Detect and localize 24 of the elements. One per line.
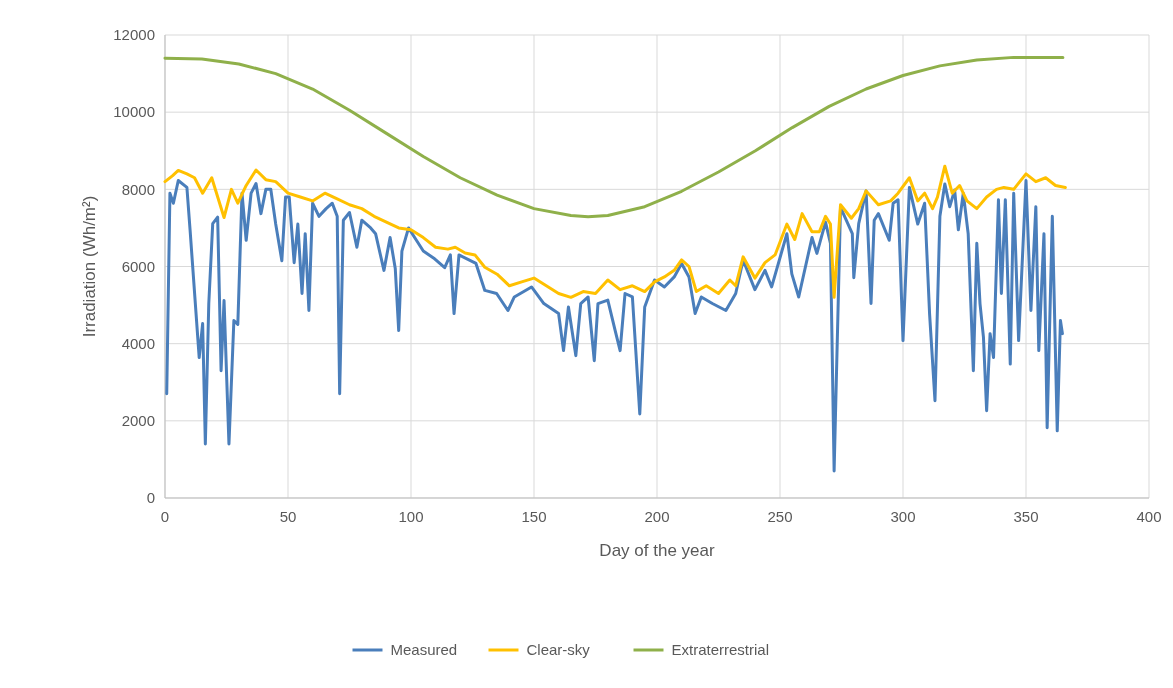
x-tick-label: 50 <box>279 508 297 525</box>
line-series <box>163 164 1067 299</box>
line-series <box>165 178 1064 473</box>
x-tick-label: 0 <box>160 508 170 525</box>
x-tick-label: 400 <box>1136 508 1162 525</box>
y-tick-label: 4000 <box>121 334 155 352</box>
legend-label: Extraterrestrial <box>671 641 770 659</box>
y-tick-label: 2000 <box>121 412 155 430</box>
x-tick-label: 250 <box>767 508 793 525</box>
y-tick-label: 8000 <box>121 180 155 198</box>
x-tick-label: 150 <box>521 508 547 525</box>
y-axis-title: Irradiation (Wh/m²) <box>80 195 99 338</box>
line-series <box>163 55 1065 219</box>
x-tick-label: 100 <box>398 508 424 525</box>
y-tick-label: 6000 <box>121 257 155 275</box>
x-tick-label: 300 <box>890 508 916 525</box>
y-tick-label: 0 <box>146 489 155 507</box>
y-tick-label: 12000 <box>113 26 155 44</box>
y-tick-label: 10000 <box>113 103 155 121</box>
x-tick-label: 200 <box>644 508 670 525</box>
legend-label: Measured <box>390 641 458 659</box>
x-tick-label: 350 <box>1013 508 1039 525</box>
x-axis-title: Day of the year <box>599 541 715 560</box>
legend-label: Clear-sky <box>526 641 591 659</box>
